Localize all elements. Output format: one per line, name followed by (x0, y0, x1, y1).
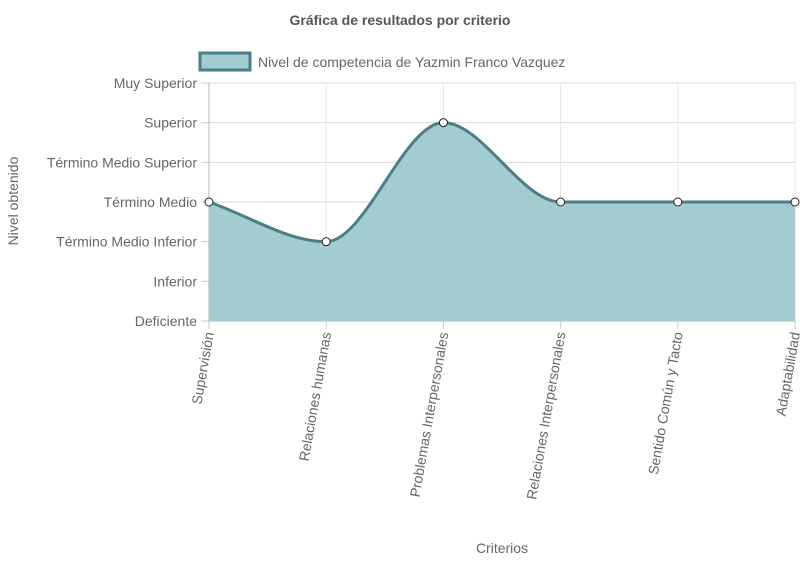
y-tick-label: Término Medio Superior (47, 154, 198, 170)
data-point[interactable] (438, 118, 448, 128)
x-tick-label: Supervisión (188, 331, 216, 406)
chart-title: Gráfica de resultados por criterio (290, 12, 511, 28)
y-tick-label: Superior (144, 115, 197, 131)
data-points[interactable] (204, 118, 800, 247)
area-fill (209, 122, 795, 321)
x-tick-label: Relaciones humanas (296, 331, 334, 463)
y-tick-label: Deficiente (135, 313, 197, 329)
data-point[interactable] (556, 197, 566, 207)
y-axis: Deficiente Inferior Término Medio Inferior… (47, 75, 198, 329)
x-axis: Supervisión Relaciones humanas Problemas I… (188, 331, 800, 501)
x-tick-label: Sentido Común y Tacto (645, 331, 686, 476)
y-tick-label: Término Medio (104, 194, 198, 210)
y-tick-label: Muy Superior (114, 75, 198, 91)
x-tick-label: Problemas Interpersonales (407, 331, 452, 499)
legend-swatch[interactable] (198, 51, 252, 72)
y-axis-title: Nivel obtenido (5, 156, 21, 245)
data-point[interactable] (790, 197, 800, 207)
x-tick-label: Relaciones Interpersonales (523, 331, 568, 501)
x-axis-title: Criterios (476, 540, 528, 556)
x-tick-label: Adaptabilidad (772, 331, 800, 417)
series-area (208, 121, 795, 321)
y-tick-label: Término Medio Inferior (56, 234, 197, 250)
data-point[interactable] (204, 197, 214, 207)
legend[interactable]: Nivel de competencia de Yazmin Franco Va… (198, 51, 565, 72)
data-point[interactable] (673, 197, 683, 207)
y-tick-label: Inferior (153, 273, 197, 289)
legend-label[interactable]: Nivel de competencia de Yazmin Franco Va… (258, 54, 565, 70)
data-point[interactable] (321, 237, 331, 247)
